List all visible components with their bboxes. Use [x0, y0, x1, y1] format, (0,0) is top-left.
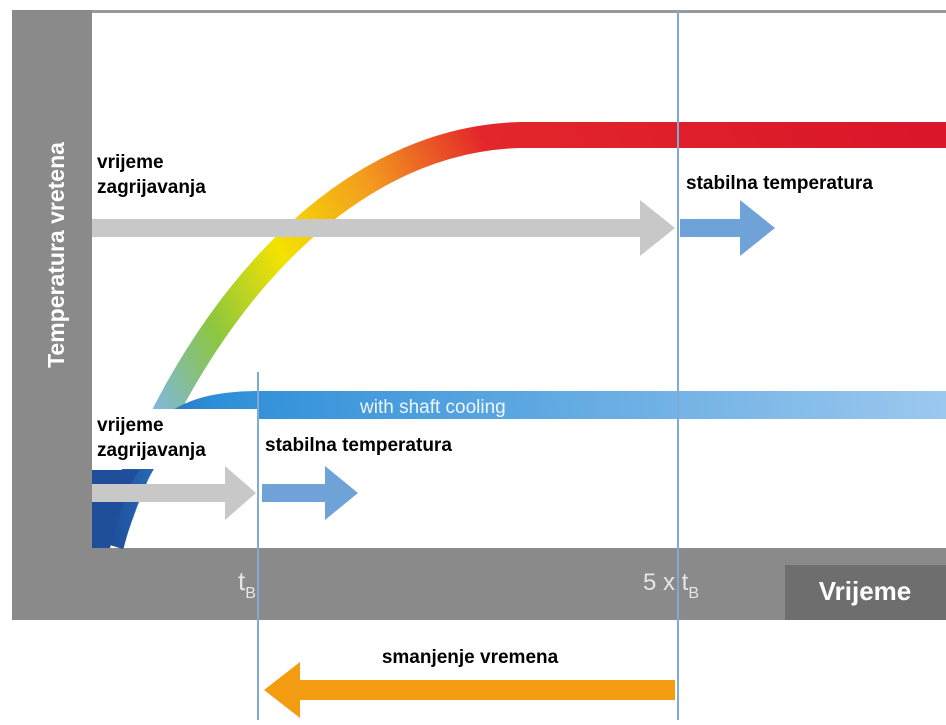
heating-label: zagrijavanja — [97, 177, 206, 198]
reduction-label: smanjenje vremena — [382, 647, 559, 668]
label-bg — [92, 409, 258, 469]
y-axis-bar — [12, 10, 92, 620]
stable-label: stabilna temperatura — [265, 435, 452, 456]
arrow — [680, 200, 775, 256]
arrow — [92, 466, 256, 520]
arrow — [264, 662, 675, 718]
heating-label: vrijeme — [97, 152, 164, 173]
cool-label: with shaft cooling — [359, 397, 506, 418]
tick-label: tB — [238, 566, 256, 602]
heating-label: vrijeme — [97, 415, 164, 436]
arrow — [92, 200, 675, 256]
x-label-box — [785, 565, 946, 620]
frame-top — [12, 10, 946, 13]
arrow — [262, 466, 358, 520]
y-axis-label: Temperatura vretena — [43, 142, 69, 368]
x-axis-label: Vrijeme — [819, 576, 912, 606]
tick-label: 5 x tB — [643, 569, 699, 602]
heating-label: zagrijavanja — [97, 440, 206, 461]
stable-label: stabilna temperatura — [686, 173, 873, 194]
